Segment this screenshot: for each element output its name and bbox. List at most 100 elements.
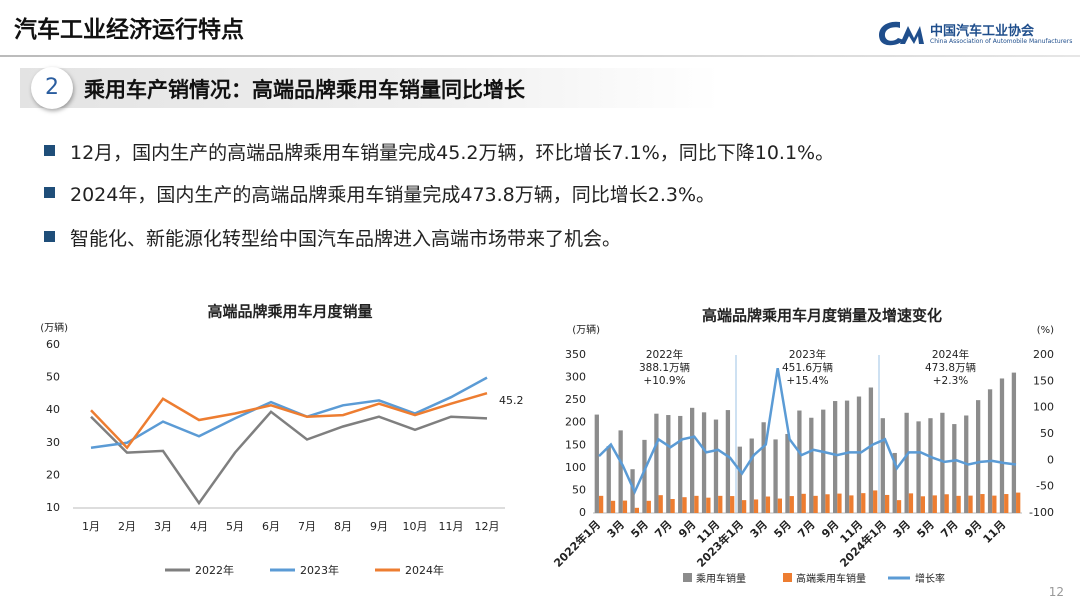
- x-tick-label: 12月: [475, 520, 500, 533]
- data-label: 45.2: [499, 394, 524, 407]
- section-title: 乘用车产销情况：高端品牌乘用车销量同比增长: [84, 78, 525, 102]
- bar: [646, 500, 651, 513]
- bar: [928, 418, 933, 513]
- logo-mark: [878, 21, 924, 46]
- bar: [844, 400, 850, 513]
- annotation: +15.4%: [786, 375, 828, 387]
- x-tick-label: 5月: [914, 518, 936, 540]
- bar: [801, 493, 806, 513]
- bar: [789, 496, 794, 513]
- annotation: 2023年: [789, 348, 826, 361]
- bar: [861, 493, 866, 513]
- bar: [785, 434, 790, 513]
- bar: [598, 495, 604, 513]
- y-tick-label: 10: [46, 501, 60, 514]
- bar: [761, 422, 766, 513]
- bar: [956, 495, 961, 513]
- bullet-marker: [44, 187, 55, 198]
- bar: [622, 500, 628, 513]
- x-tick-label: 4月: [190, 520, 208, 533]
- bar: [666, 415, 671, 513]
- chart-title: 高端品牌乘用车月度销量及增速变化: [702, 307, 942, 325]
- legend-label: 增长率: [915, 572, 945, 585]
- x-tick-label: 2022年1月: [551, 517, 604, 570]
- bar: [1011, 372, 1017, 513]
- bar: [753, 499, 759, 513]
- legend-label: 2024年: [405, 563, 444, 577]
- y-tick-label: 350: [565, 348, 586, 361]
- bar: [706, 497, 711, 513]
- y2-tick-label: -50: [1036, 480, 1054, 493]
- bar: [737, 446, 742, 513]
- y-tick-label: 200: [565, 416, 586, 429]
- y2-tick-label: 100: [1033, 401, 1054, 414]
- annotation: 473.8万辆: [925, 361, 976, 374]
- x-tick-label: 7月: [938, 518, 960, 540]
- section-number: 2: [31, 67, 73, 109]
- bar: [809, 417, 814, 513]
- y-axis-label: (万辆): [572, 323, 600, 336]
- legend-label: 高端乘用车销量: [796, 572, 866, 585]
- bar: [1016, 492, 1021, 513]
- bar: [873, 490, 878, 513]
- bar: [904, 412, 909, 513]
- series-line: [90, 410, 488, 506]
- y-tick-label: 0: [579, 506, 586, 519]
- series-line: [90, 376, 488, 449]
- x-tick-label: 7月: [298, 520, 316, 533]
- bar: [718, 495, 723, 513]
- bar: [654, 413, 659, 513]
- y2-axis-label: (%): [1037, 325, 1054, 336]
- y-tick-label: 40: [46, 403, 60, 416]
- bar: [690, 407, 695, 513]
- bar: [642, 439, 647, 513]
- bar: [713, 419, 719, 513]
- bar: [670, 499, 675, 513]
- x-tick-label: 11月: [981, 518, 1009, 546]
- header-rule: [0, 55, 1080, 57]
- page-number: 12: [1048, 585, 1064, 599]
- logo-subtext: China Association of Automobile Manufact…: [930, 38, 1073, 45]
- y2-tick-label: 0: [1047, 453, 1054, 466]
- bar: [868, 387, 874, 513]
- y-tick-label: 20: [46, 468, 60, 481]
- y-axis-label: (万辆): [40, 321, 68, 334]
- annotation: 2022年: [646, 348, 683, 361]
- bar: [694, 495, 699, 513]
- x-tick-label: 1月: [82, 520, 100, 533]
- y-tick-label: 150: [565, 438, 586, 451]
- bar: [773, 439, 778, 513]
- bar: [825, 494, 830, 513]
- bar: [741, 500, 747, 513]
- bar: [856, 396, 862, 513]
- y-tick-label: 30: [46, 436, 60, 449]
- bar: [701, 412, 707, 513]
- y-tick-label: 50: [46, 371, 60, 384]
- x-tick-label: 3月: [605, 518, 627, 540]
- y-tick-label: 100: [565, 461, 586, 474]
- y-tick-label: 300: [565, 371, 586, 384]
- bar: [618, 430, 623, 513]
- x-tick-label: 5月: [628, 518, 650, 540]
- legend-swatch: [683, 573, 692, 582]
- bar: [884, 494, 890, 513]
- bar: [987, 389, 993, 513]
- bar: [630, 469, 635, 513]
- bar: [678, 415, 683, 513]
- bar: [730, 496, 735, 513]
- y-tick-label: 250: [565, 393, 586, 406]
- bar: [813, 495, 818, 513]
- legend-label: 2023年: [300, 563, 339, 577]
- bar: [606, 446, 611, 513]
- annotation: 388.1万辆: [639, 361, 690, 374]
- annotation: +10.9%: [643, 375, 685, 387]
- bar: [634, 507, 639, 513]
- bullet-text: 智能化、新能源化转型给中国汽车品牌进入高端市场带来了机会。: [70, 228, 622, 250]
- legend-swatch: [783, 573, 792, 582]
- bar: [749, 438, 754, 513]
- section-band: [20, 68, 720, 108]
- bar: [594, 414, 599, 513]
- x-tick-label: 9月: [370, 520, 388, 533]
- bar: [777, 498, 782, 513]
